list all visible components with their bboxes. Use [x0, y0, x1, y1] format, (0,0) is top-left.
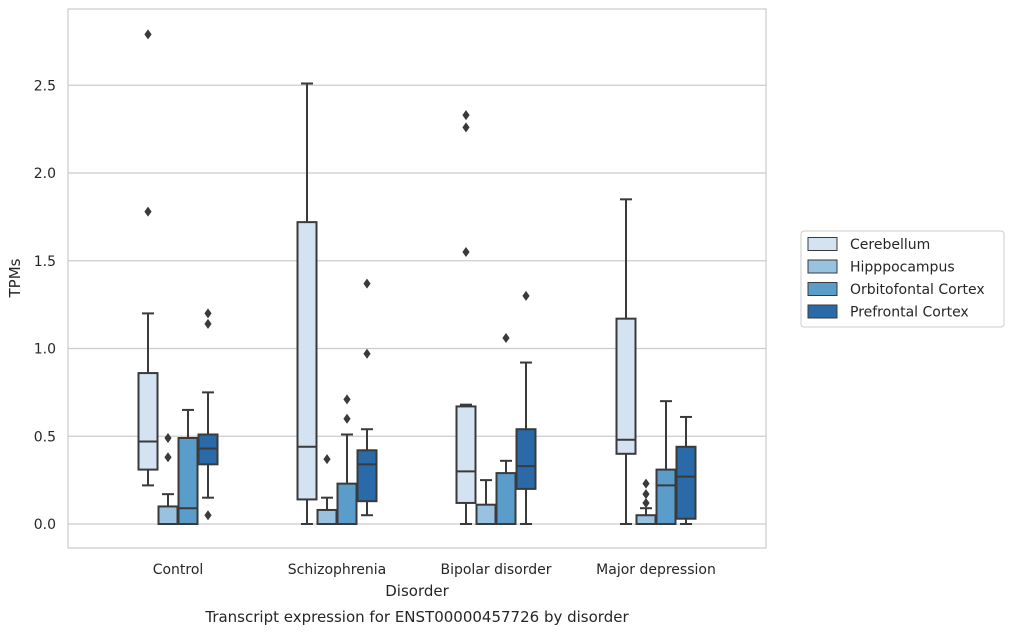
- x-tick-label: Control: [153, 562, 204, 578]
- y-tick-label: 2.0: [34, 166, 56, 182]
- box-iqr: [316, 508, 338, 525]
- outlier-point: [642, 478, 650, 489]
- box-orbitofontal-cortex: [655, 400, 677, 525]
- box-iqr: [336, 482, 358, 526]
- box-hipppocampus: [316, 454, 338, 525]
- legend-swatch: [807, 259, 838, 274]
- outlier-point: [204, 318, 212, 329]
- legend-label: Orbitofontal Cortex: [850, 282, 985, 298]
- outlier-point: [462, 246, 470, 257]
- y-tick-label: 2.5: [34, 78, 56, 94]
- box-iqr: [615, 317, 637, 455]
- legend-label: Hipppocampus: [850, 260, 955, 276]
- box-orbitofontal-cortex: [177, 408, 199, 526]
- boxes: [137, 29, 697, 526]
- y-tick-label: 1.5: [34, 254, 56, 270]
- box-cerebellum: [455, 110, 477, 525]
- outlier-point: [323, 454, 331, 465]
- box-prefrontal-cortex: [197, 308, 219, 521]
- outlier-point: [502, 332, 510, 343]
- legend-swatch: [807, 304, 838, 319]
- box-cerebellum: [137, 29, 159, 487]
- outlier-point: [204, 308, 212, 319]
- outlier-point: [363, 278, 371, 289]
- box-iqr: [137, 372, 159, 471]
- outlier-point: [343, 394, 351, 405]
- box-iqr: [356, 449, 378, 503]
- outlier-point: [462, 110, 470, 121]
- box-iqr: [157, 505, 179, 526]
- outlier-point: [144, 29, 152, 40]
- legend-label: Cerebellum: [850, 237, 930, 253]
- box-iqr: [655, 468, 677, 525]
- box-iqr: [515, 428, 537, 490]
- outlier-point: [642, 497, 650, 508]
- x-axis-label: Disorder: [385, 582, 449, 600]
- legend: Cerebellum Hipppocampus Orbitofontal Corte…: [800, 230, 1005, 328]
- box-iqr: [475, 503, 497, 526]
- x-tick-labels: Control Schizophrenia Bipolar disorder Majo…: [153, 562, 716, 578]
- x-tick-label: Schizophrenia: [288, 562, 386, 578]
- y-tick-label: 1.0: [34, 342, 56, 358]
- box-cerebellum: [615, 198, 637, 525]
- y-tick-label: 0.0: [34, 517, 56, 533]
- plot-area-frame: [67, 8, 767, 549]
- box-iqr: [455, 405, 477, 504]
- outlier-point: [343, 413, 351, 424]
- outlier-point: [144, 206, 152, 217]
- box-hipppocampus: [475, 479, 497, 526]
- box-prefrontal-cortex: [356, 278, 378, 517]
- outlier-point: [204, 510, 212, 521]
- legend-label: Prefrontal Cortex: [850, 305, 969, 321]
- chart-caption: Transcript expression for ENST0000045772…: [204, 608, 629, 626]
- legend-frame: [800, 230, 1005, 328]
- y-tick-label: 0.5: [34, 429, 56, 445]
- x-tick-label: Major depression: [596, 562, 716, 578]
- box-iqr: [495, 472, 517, 526]
- box-iqr: [635, 514, 657, 525]
- outlier-point: [164, 452, 172, 463]
- y-axis-label: TPMs: [6, 258, 24, 298]
- box-cerebellum: [296, 82, 318, 525]
- legend-swatch: [807, 282, 838, 296]
- box-hipppocampus: [635, 478, 657, 525]
- outlier-point: [363, 348, 371, 359]
- box-prefrontal-cortex: [675, 415, 697, 525]
- box-iqr: [675, 445, 697, 520]
- y-tick-labels: 0.0 0.5 1.0 1.5 2.0 2.5: [34, 78, 56, 533]
- box-orbitofontal-cortex: [495, 332, 517, 526]
- outlier-point: [164, 433, 172, 444]
- box-hipppocampus: [157, 433, 179, 526]
- outlier-point: [462, 122, 470, 133]
- x-tick-label: Bipolar disorder: [440, 562, 551, 578]
- box-iqr: [177, 437, 199, 526]
- legend-swatch: [807, 237, 838, 251]
- box-orbitofontal-cortex: [336, 394, 358, 526]
- box-prefrontal-cortex: [515, 290, 537, 525]
- outlier-point: [642, 489, 650, 500]
- box-iqr: [296, 221, 318, 501]
- outlier-point: [522, 290, 530, 301]
- gridlines: [68, 84, 766, 525]
